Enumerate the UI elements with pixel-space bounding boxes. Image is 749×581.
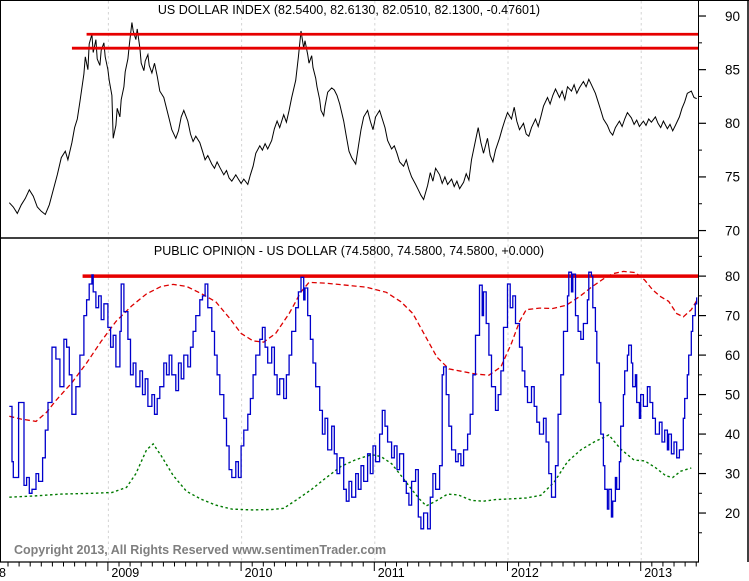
y-tick-label: 30 <box>725 466 740 481</box>
y-tick-label: 85 <box>725 62 740 77</box>
copyright-text: Copyright 2013, All Rights Reserved www.… <box>14 543 387 557</box>
y-tick-label: 80 <box>725 116 740 131</box>
series-public-opinion <box>9 271 698 530</box>
x-year-label: 2011 <box>378 566 405 580</box>
y-tick-label: 70 <box>725 223 740 238</box>
panel-title-public-opinion: PUBLIC OPINION - US DOLLAR (74.5800, 74.… <box>153 244 545 258</box>
panel-title-us-dollar-index: US DOLLAR INDEX (82.5400, 82.6130, 82.05… <box>157 3 541 17</box>
y-tick-label: 80 <box>725 269 740 284</box>
y-tick-label: 70 <box>725 308 740 323</box>
y-tick-label: 60 <box>725 348 740 363</box>
y-tick-label: 40 <box>725 427 740 442</box>
series-us-dollar-index <box>8 22 697 216</box>
y-tick-label: 75 <box>725 170 740 185</box>
x-year-label: 2013 <box>644 566 672 580</box>
x-year-label: 2010 <box>245 566 273 580</box>
x-year-label: 2012 <box>511 566 539 580</box>
y-tick-label: 50 <box>725 387 740 402</box>
x-year-label: 2008 <box>0 566 6 580</box>
y-tick-label: 20 <box>725 506 740 521</box>
x-year-label: 2009 <box>111 566 139 580</box>
series-lower-band <box>9 434 692 511</box>
y-tick-label: 90 <box>725 9 740 24</box>
series-upper-band <box>9 270 698 423</box>
